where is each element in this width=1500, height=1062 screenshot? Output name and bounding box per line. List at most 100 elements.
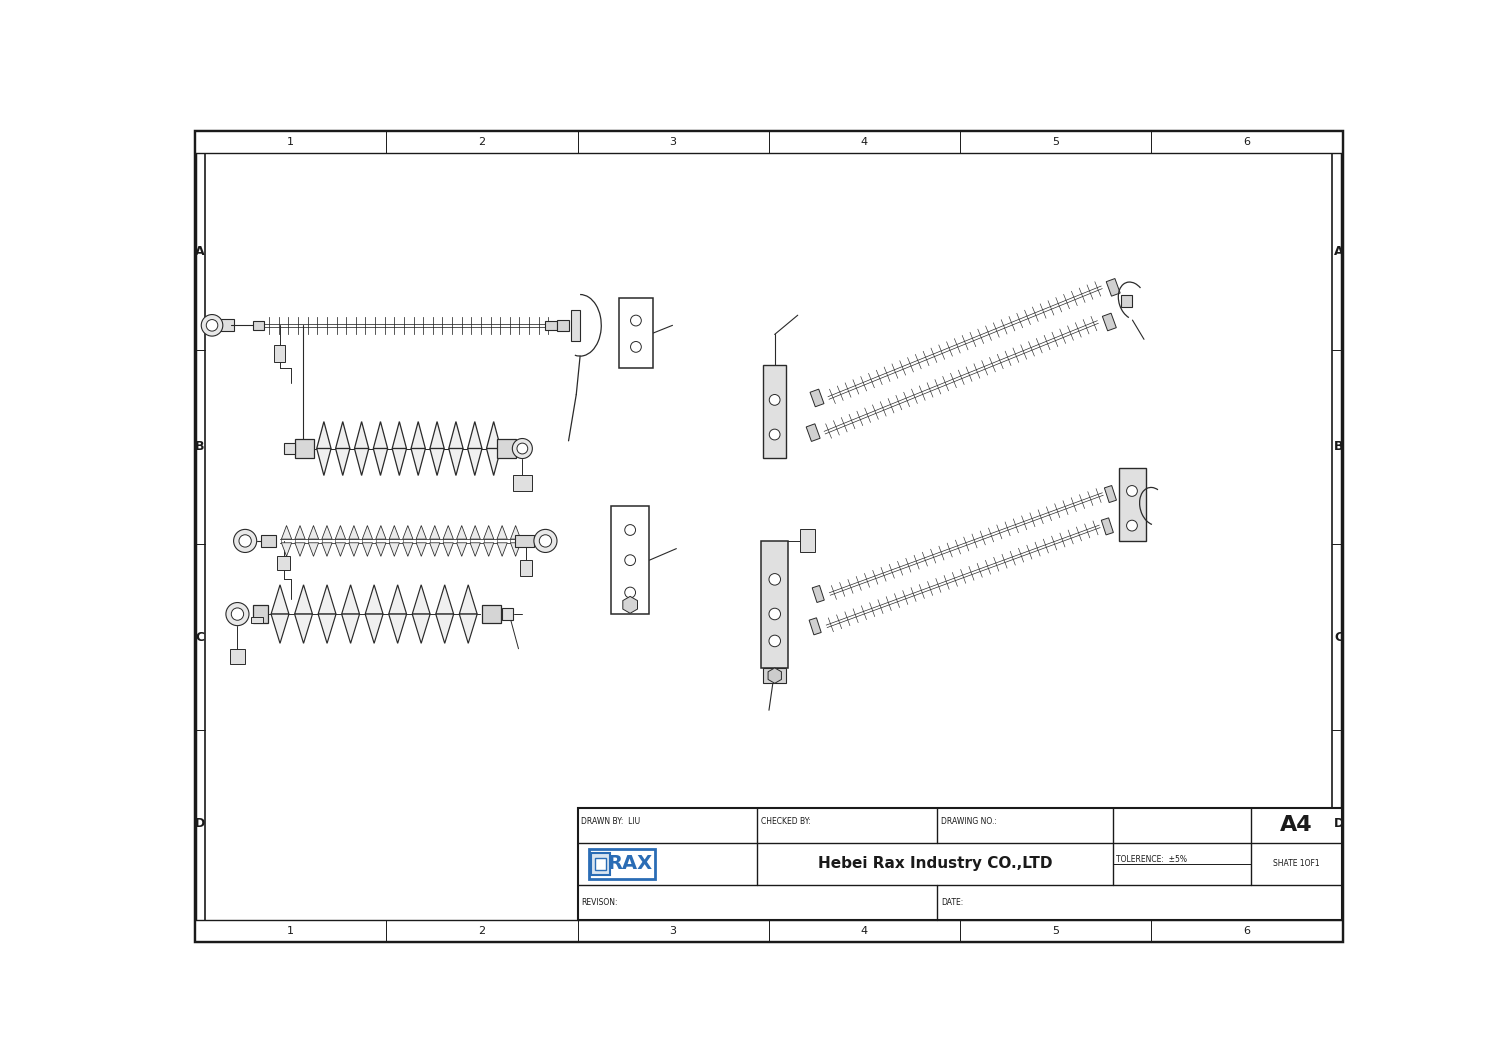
Polygon shape	[810, 389, 824, 407]
Polygon shape	[402, 543, 412, 556]
Bar	[578, 808, 1342, 920]
Text: 6: 6	[1244, 137, 1251, 147]
Bar	[610, 507, 650, 614]
Polygon shape	[429, 543, 439, 556]
Circle shape	[770, 429, 780, 440]
Bar	[520, 560, 532, 576]
Circle shape	[238, 535, 252, 547]
Bar	[296, 440, 315, 458]
Bar	[590, 849, 654, 879]
Polygon shape	[316, 422, 332, 448]
Text: A4: A4	[1280, 816, 1312, 836]
Polygon shape	[336, 543, 345, 556]
Bar	[254, 605, 268, 623]
Circle shape	[770, 394, 780, 406]
Polygon shape	[318, 585, 336, 614]
Text: Hebei Rax Industry CO.,LTD: Hebei Rax Industry CO.,LTD	[818, 856, 1053, 872]
Circle shape	[630, 342, 642, 353]
Bar	[1119, 468, 1146, 541]
Polygon shape	[468, 422, 482, 448]
Polygon shape	[483, 543, 494, 556]
Circle shape	[234, 529, 256, 552]
Circle shape	[226, 602, 249, 626]
Polygon shape	[392, 422, 406, 448]
Text: D: D	[195, 817, 206, 829]
Polygon shape	[294, 614, 312, 644]
Polygon shape	[496, 543, 507, 556]
Text: 5: 5	[1052, 137, 1059, 147]
Text: B: B	[195, 441, 206, 453]
Polygon shape	[322, 526, 332, 539]
Polygon shape	[363, 526, 372, 539]
Polygon shape	[402, 526, 412, 539]
Text: 1: 1	[286, 926, 294, 936]
Polygon shape	[459, 614, 477, 644]
Polygon shape	[1106, 278, 1120, 296]
Polygon shape	[364, 614, 382, 644]
Polygon shape	[411, 448, 426, 476]
Bar	[513, 476, 531, 491]
Circle shape	[518, 443, 528, 453]
Polygon shape	[336, 526, 345, 539]
Polygon shape	[429, 526, 439, 539]
Circle shape	[1126, 520, 1137, 531]
Polygon shape	[272, 585, 290, 614]
Polygon shape	[272, 614, 290, 644]
Polygon shape	[374, 422, 387, 448]
Bar	[278, 556, 290, 570]
Bar	[514, 535, 534, 547]
Text: 2: 2	[478, 137, 486, 147]
Circle shape	[770, 635, 780, 647]
Polygon shape	[282, 543, 291, 556]
Polygon shape	[354, 422, 369, 448]
Polygon shape	[416, 543, 426, 556]
Text: D: D	[1334, 817, 1344, 829]
Bar	[572, 310, 580, 341]
Polygon shape	[413, 614, 430, 644]
Polygon shape	[375, 526, 386, 539]
Polygon shape	[374, 448, 387, 476]
Text: RAX: RAX	[608, 855, 652, 873]
Polygon shape	[342, 585, 360, 614]
Polygon shape	[456, 543, 466, 556]
Polygon shape	[806, 424, 820, 442]
Polygon shape	[622, 597, 638, 614]
Text: B: B	[1334, 441, 1344, 453]
Circle shape	[513, 439, 532, 459]
Polygon shape	[1101, 518, 1113, 535]
Text: 2: 2	[478, 926, 486, 936]
Polygon shape	[296, 543, 304, 556]
Polygon shape	[388, 585, 406, 614]
Circle shape	[231, 607, 243, 620]
Bar	[556, 320, 568, 330]
Bar	[195, 920, 1342, 941]
Circle shape	[540, 535, 552, 547]
Polygon shape	[316, 448, 332, 476]
Circle shape	[207, 320, 218, 331]
Circle shape	[626, 525, 636, 535]
Polygon shape	[486, 448, 501, 476]
Text: 6: 6	[1244, 926, 1251, 936]
Polygon shape	[413, 585, 430, 614]
Bar	[496, 440, 516, 458]
Polygon shape	[459, 585, 477, 614]
Polygon shape	[448, 448, 464, 476]
Text: 5: 5	[1052, 926, 1059, 936]
Text: 4: 4	[861, 137, 868, 147]
Polygon shape	[309, 526, 318, 539]
Text: DRAWN BY:  LIU: DRAWN BY: LIU	[582, 818, 640, 826]
Polygon shape	[496, 526, 507, 539]
Bar	[501, 607, 513, 620]
Polygon shape	[436, 585, 453, 614]
Polygon shape	[350, 526, 358, 539]
Polygon shape	[468, 448, 482, 476]
Polygon shape	[322, 543, 332, 556]
Bar	[596, 858, 606, 870]
Polygon shape	[388, 543, 399, 556]
Bar	[284, 443, 296, 453]
Text: 3: 3	[669, 137, 676, 147]
Circle shape	[770, 609, 780, 620]
Circle shape	[626, 554, 636, 566]
Bar	[764, 668, 786, 683]
Text: SHATE 1OF1: SHATE 1OF1	[1274, 859, 1320, 869]
